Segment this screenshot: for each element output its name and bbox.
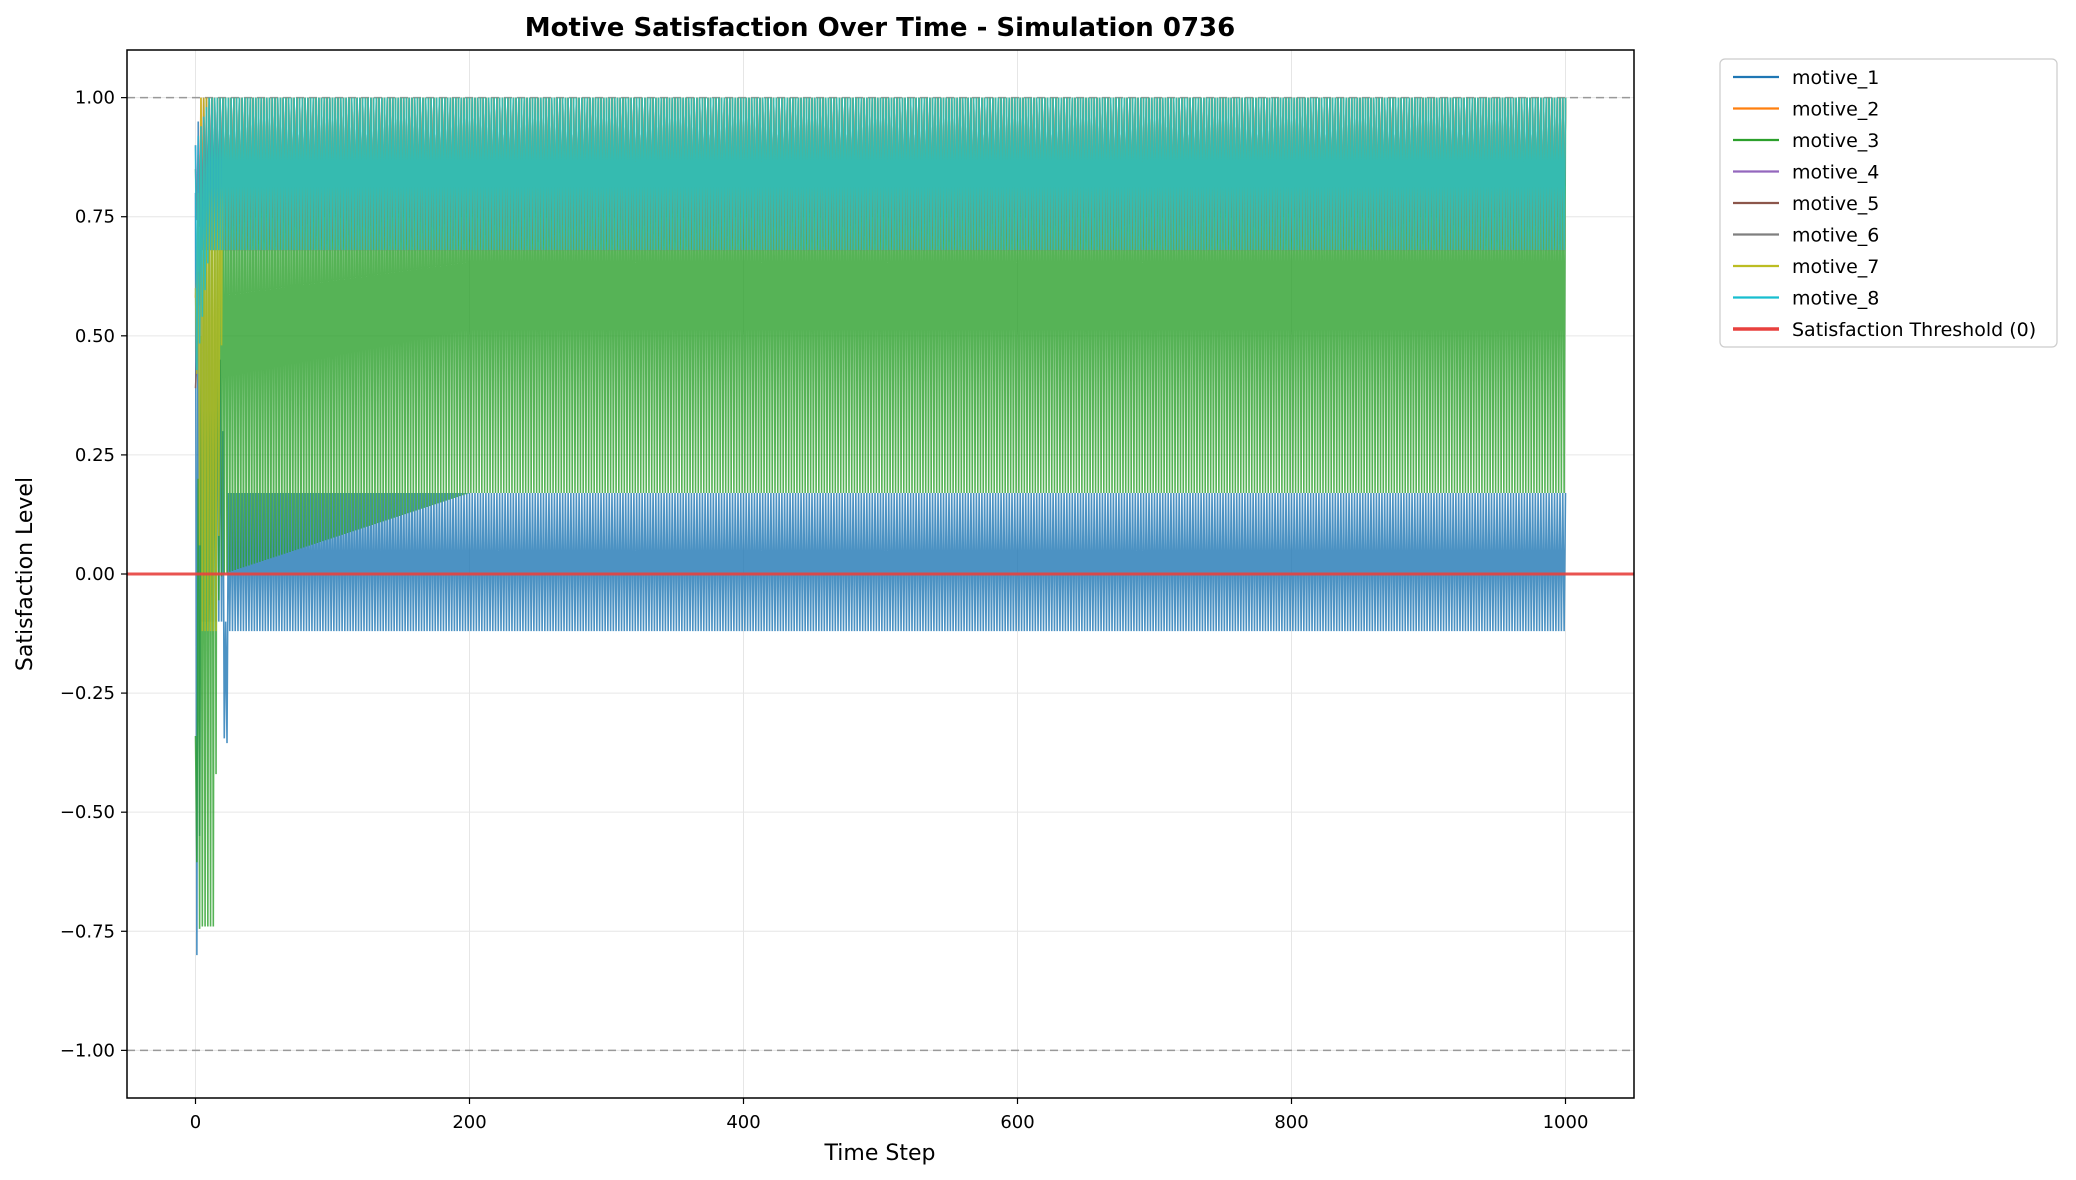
x-tick-label: 800 [1274, 1112, 1308, 1133]
legend-label: motive_1 [1792, 67, 1879, 89]
y-tick-label: −1.00 [60, 1040, 115, 1061]
y-axis-ticks: −1.00 −0.75 −0.50 −0.25 0.00 0.25 0.50 0.75 1.00 [60, 88, 127, 1061]
x-tick-label: 400 [726, 1112, 760, 1133]
reference-lines [127, 96, 1634, 1052]
y-tick-label: 0.50 [75, 326, 115, 347]
legend: motive_1 motive_2 motive_3 motive_4 motive_5… [1719, 58, 2058, 348]
legend-label: motive_8 [1792, 288, 1879, 310]
series-area [194, 97, 1567, 956]
legend-label: motive_6 [1792, 225, 1879, 247]
y-tick-label: −0.75 [60, 921, 115, 942]
y-tick-label: −0.25 [60, 683, 115, 704]
legend-label: Satisfaction Threshold (0) [1792, 319, 2036, 341]
x-axis-label: Time Step [824, 1141, 936, 1166]
legend-label: motive_2 [1792, 99, 1879, 121]
y-axis-label: Satisfaction Level [13, 477, 38, 671]
y-tick-label: 0.25 [75, 445, 115, 466]
legend-label: motive_5 [1792, 193, 1879, 215]
x-tick-label: 600 [1000, 1112, 1034, 1133]
y-tick-label: −0.50 [60, 802, 115, 823]
x-tick-label: 1000 [1543, 1112, 1589, 1133]
series-line-motive-1 [194, 121, 1567, 956]
y-tick-label: 0.75 [75, 207, 115, 228]
legend-label: motive_7 [1792, 256, 1879, 278]
legend-label: motive_3 [1792, 130, 1879, 152]
chart-title: Motive Satisfaction Over Time - Simulati… [525, 13, 1235, 43]
x-axis-ticks: 0 200 400 600 800 1000 [190, 1098, 1589, 1133]
series-line-motive-8 [194, 97, 1567, 371]
legend-label: motive_4 [1792, 162, 1879, 184]
x-tick-label: 200 [452, 1112, 486, 1133]
x-tick-label: 0 [190, 1112, 201, 1133]
legend-box [1719, 58, 2058, 348]
y-tick-label: 1.00 [75, 88, 115, 109]
y-tick-label: 0.00 [75, 564, 115, 585]
